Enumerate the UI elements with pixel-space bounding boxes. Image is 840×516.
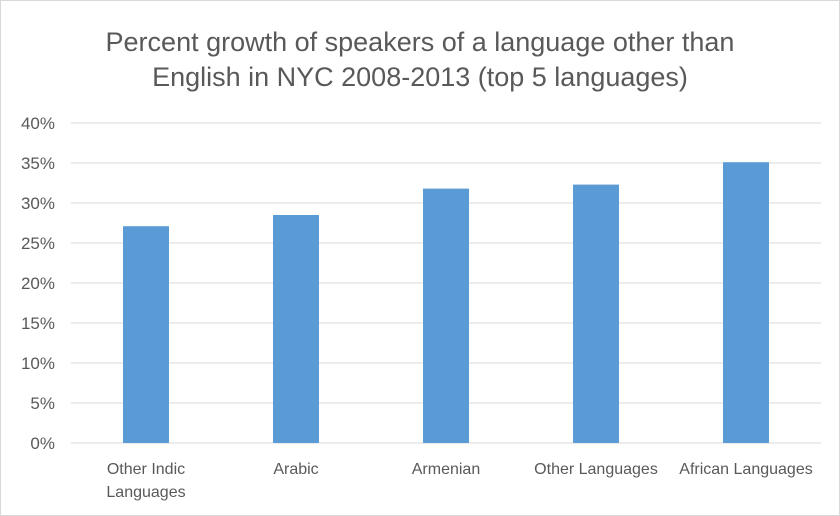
- x-category-label: Arabic: [273, 461, 318, 478]
- x-category-label: Armenian: [412, 461, 480, 478]
- x-category-label: Other Indic: [107, 461, 185, 478]
- x-axis-category-labels: Other Indic Languages Arabic Armenian Other …: [106, 461, 812, 501]
- chart-title: Percent growth of speakers of a language…: [106, 27, 735, 92]
- bar: [123, 226, 169, 443]
- y-tick-label: 15%: [21, 314, 55, 333]
- bars: [123, 162, 769, 443]
- chart-title-line-2: English in NYC 2008-2013 (top 5 language…: [152, 62, 688, 92]
- bar: [723, 162, 769, 443]
- bar: [273, 215, 319, 443]
- x-category-label: Languages: [106, 484, 185, 501]
- y-tick-label: 5%: [30, 394, 55, 413]
- y-tick-label: 35%: [21, 154, 55, 173]
- y-tick-label: 20%: [21, 274, 55, 293]
- y-tick-label: 40%: [21, 114, 55, 133]
- x-category-label: African Languages: [679, 461, 812, 478]
- y-tick-label: 25%: [21, 234, 55, 253]
- y-tick-label: 30%: [21, 194, 55, 213]
- chart-title-line-1: Percent growth of speakers of a language…: [106, 27, 735, 57]
- y-tick-label: 0%: [30, 434, 55, 453]
- bar: [423, 188, 469, 443]
- y-axis-tick-labels: 0% 5% 10% 15% 20% 25% 30% 35% 40%: [21, 114, 55, 453]
- x-category-label: Other Languages: [534, 461, 658, 478]
- bar: [573, 184, 619, 443]
- y-tick-label: 10%: [21, 354, 55, 373]
